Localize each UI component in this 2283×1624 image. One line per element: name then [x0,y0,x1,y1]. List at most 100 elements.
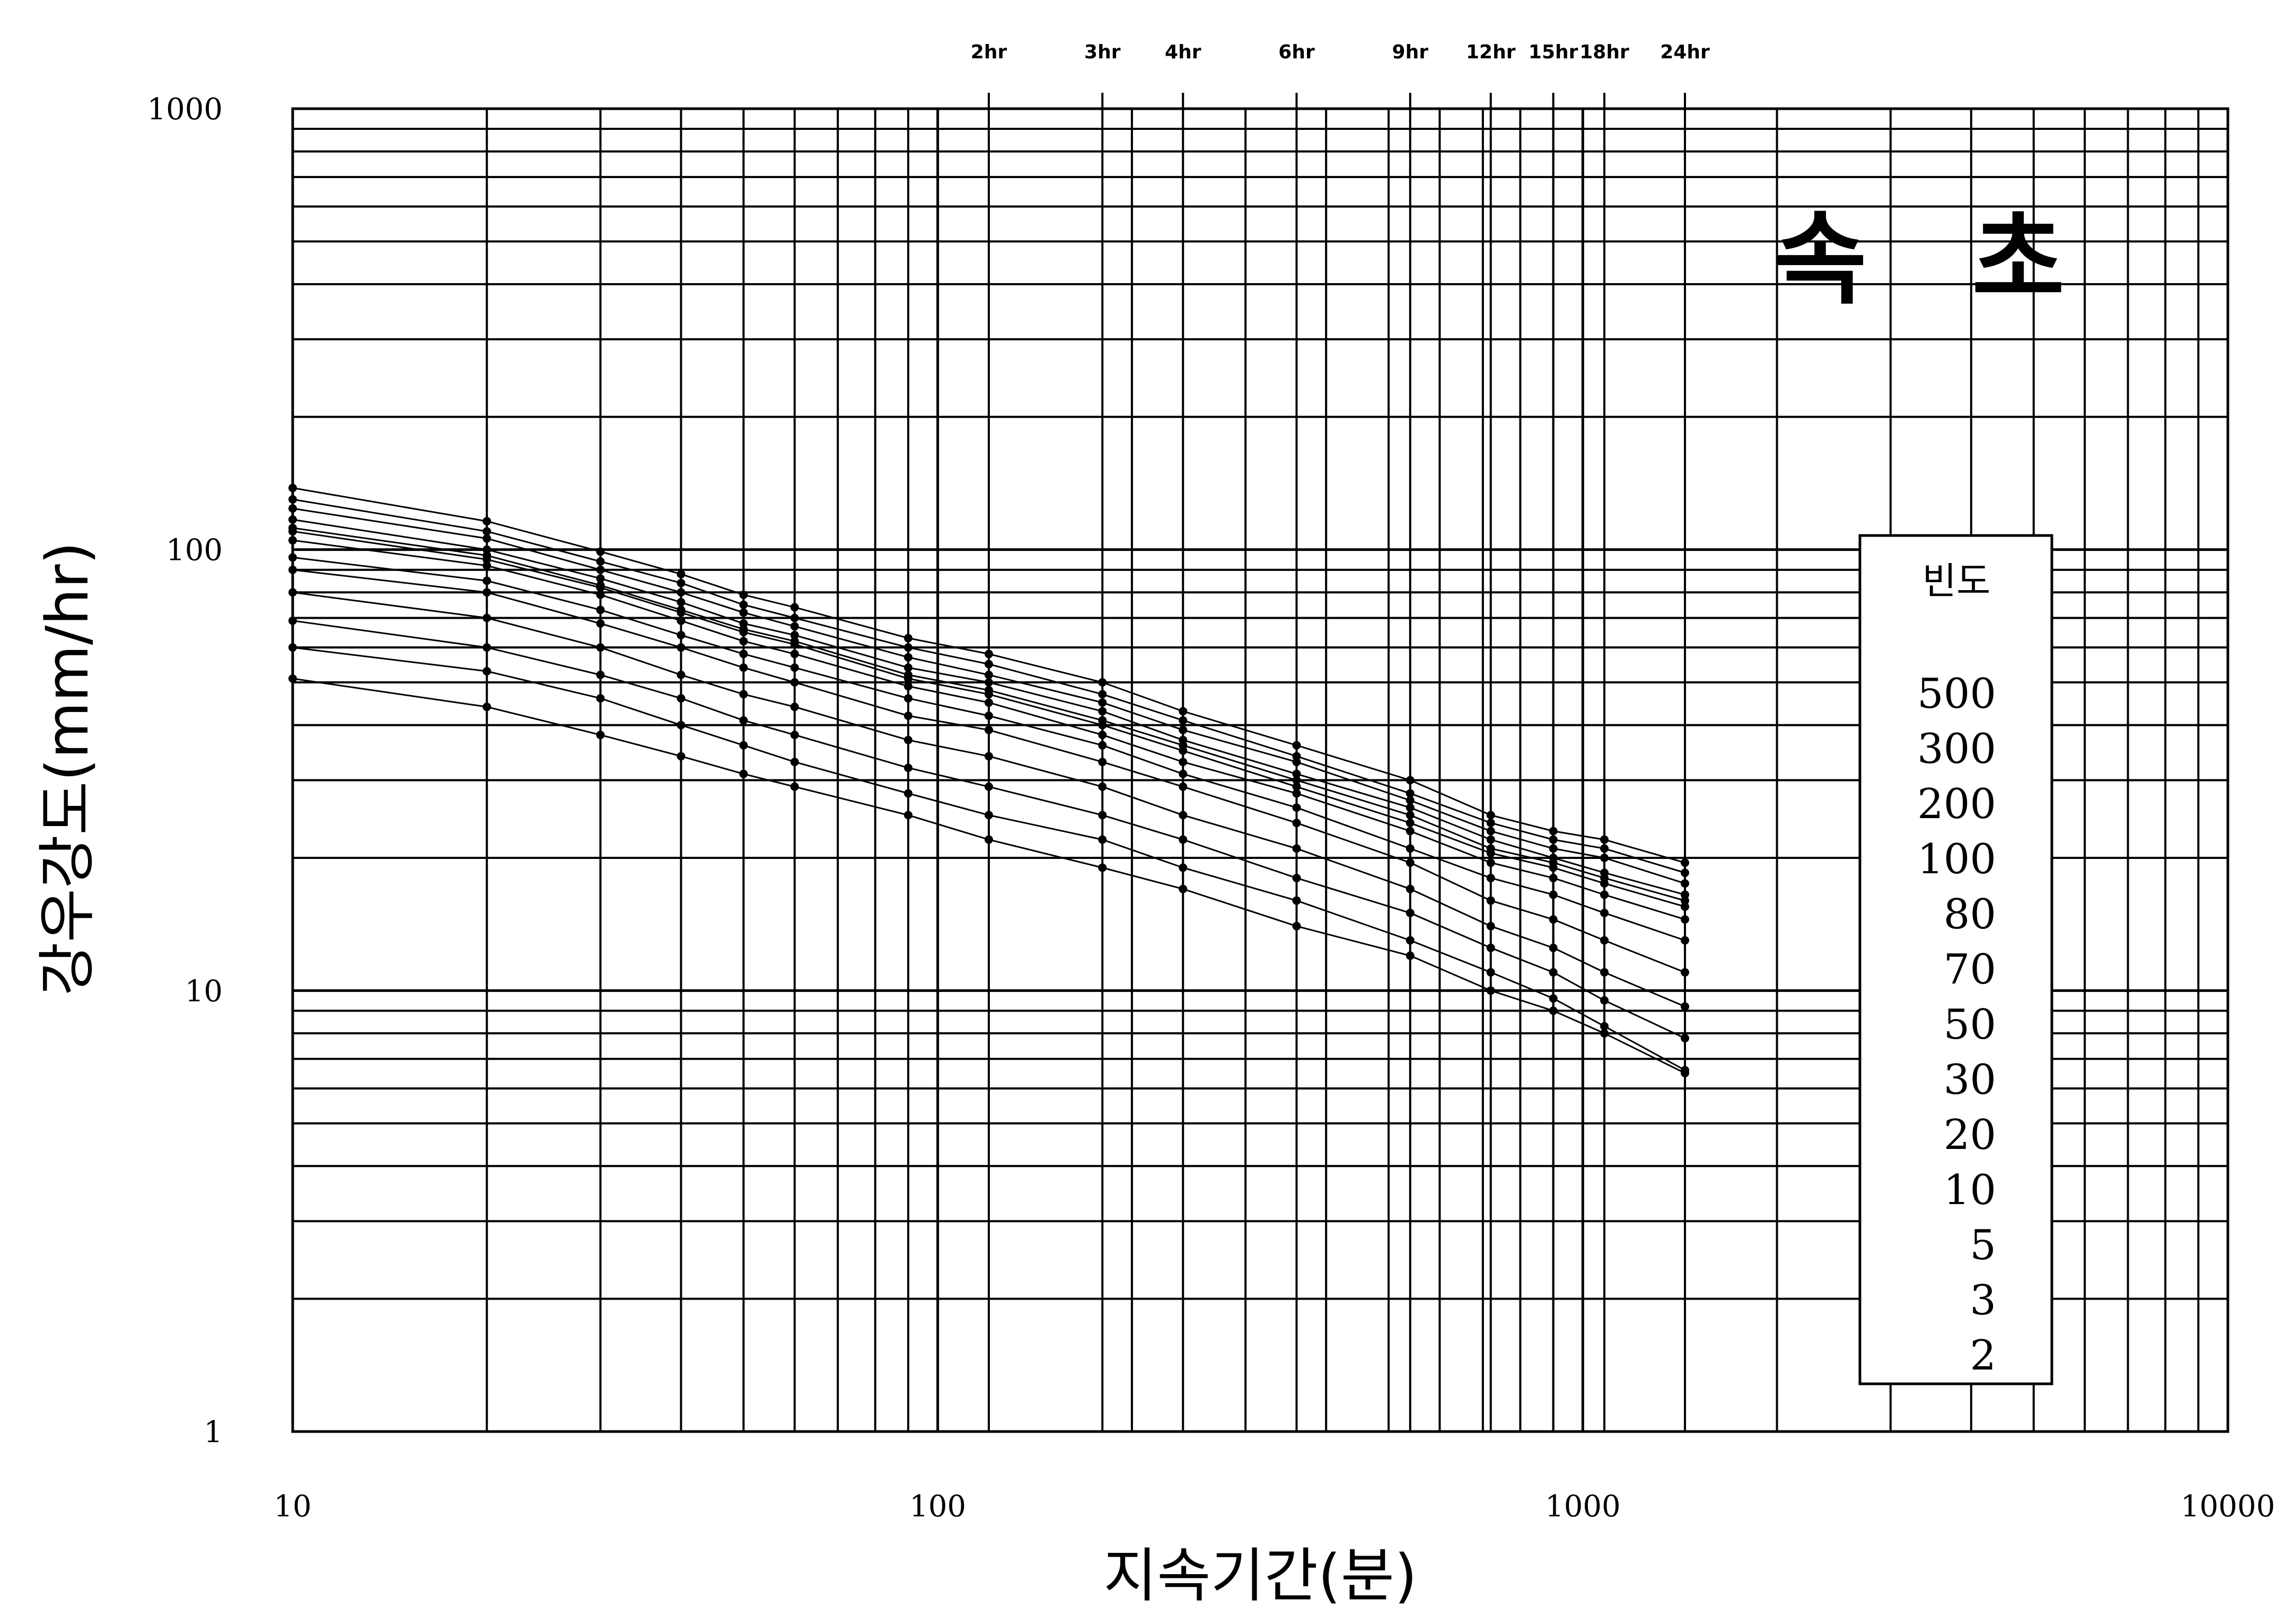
data-point [1098,835,1107,844]
data-point [1600,890,1609,899]
data-point [985,660,994,669]
legend-item-500: 500 [1917,670,1996,718]
data-point [596,547,605,556]
legend-item-5: 5 [1970,1222,1996,1269]
data-point [790,640,799,649]
series-line [292,498,1685,874]
data-point [482,666,491,675]
data-point [482,588,491,597]
data-point [739,663,748,672]
data-point [596,557,605,566]
data-point [1179,863,1188,872]
data-point [985,711,994,720]
data-point [1098,678,1107,687]
data-point [790,703,799,712]
data-point [596,619,605,628]
data-point [482,534,491,543]
data-point [1098,863,1107,872]
data-point [1179,707,1188,716]
data-point [1179,811,1188,820]
legend-item-2: 2 [1970,1332,1996,1380]
data-point [985,835,994,844]
data-point [1549,863,1558,872]
x-tick-label: 10 [274,1489,311,1524]
series-500 [288,484,1690,867]
data-point [482,613,491,622]
data-point [1600,936,1609,945]
x-tick-labels: 10 100 1000 10000 [274,1489,2275,1524]
data-point [1600,968,1609,977]
data-point [1681,968,1690,977]
data-point [1406,819,1415,828]
data-point [596,590,605,599]
data-point [1292,782,1301,791]
data-point [1406,803,1415,812]
data-point [482,703,491,712]
data-point [1098,782,1107,791]
x-tick-label: 10000 [2181,1489,2275,1524]
data-point [1292,874,1301,883]
data-point [903,653,912,662]
series-line [292,569,1685,973]
data-point [1600,844,1609,853]
data-point [677,670,686,679]
data-point [677,630,686,639]
data-point [739,716,748,725]
data-point [1292,769,1301,778]
data-point [739,608,748,617]
data-point [677,643,686,652]
data-point [1549,827,1558,836]
data-point [1486,858,1495,867]
data-point [677,608,686,617]
data-point [596,565,605,574]
series-line [292,646,1685,1071]
data-point [1486,835,1495,844]
series-5 [288,616,1690,1043]
data-point [1292,758,1301,767]
data-point [1549,835,1558,844]
series-70 [288,527,1690,911]
data-point [1406,789,1415,798]
series-2 [288,674,1690,1077]
data-point [985,670,994,679]
data-point [1098,698,1107,707]
data-point [1486,811,1495,820]
data-point [1549,1006,1558,1015]
legend-box [1858,534,2053,1385]
data-point [596,583,605,592]
legend-items: 500 300 200 100 80 70 50 30 20 10 5 3 2 [1917,670,1996,1380]
data-point [1681,858,1690,867]
data-point [1681,1068,1690,1077]
data-point [1098,811,1107,820]
data-point [903,811,912,820]
data-point [739,600,748,609]
data-point [1406,858,1415,867]
data-point [790,663,799,672]
y-tick-label: 100 [166,533,223,568]
series-line [292,620,1685,1039]
legend-item-50: 50 [1944,1001,1996,1049]
series-30 [288,553,1690,945]
data-point [790,731,799,740]
data-point [596,731,605,740]
data-point [596,574,605,583]
data-point [1600,1029,1609,1038]
duration-labels: 2hr 3hr 4hr 6hr 9hr 12hr 15hr 18hr 24hr [971,41,1710,63]
data-point [1098,741,1107,750]
data-point [1179,746,1188,755]
data-point [482,561,491,570]
data-point [739,628,748,637]
data-point [1098,731,1107,740]
legend-item-30: 30 [1944,1056,1996,1104]
data-point [985,752,994,761]
legend-item-10: 10 [1944,1166,1996,1214]
legend-item-200: 200 [1917,780,1996,828]
data-point [1486,968,1495,977]
data-point [1406,827,1415,836]
series-line [292,556,1685,942]
data-point [790,603,799,612]
data-point [903,735,912,744]
data-point [482,545,491,554]
duration-label: 18hr [1579,41,1629,63]
series-3 [288,643,1690,1075]
